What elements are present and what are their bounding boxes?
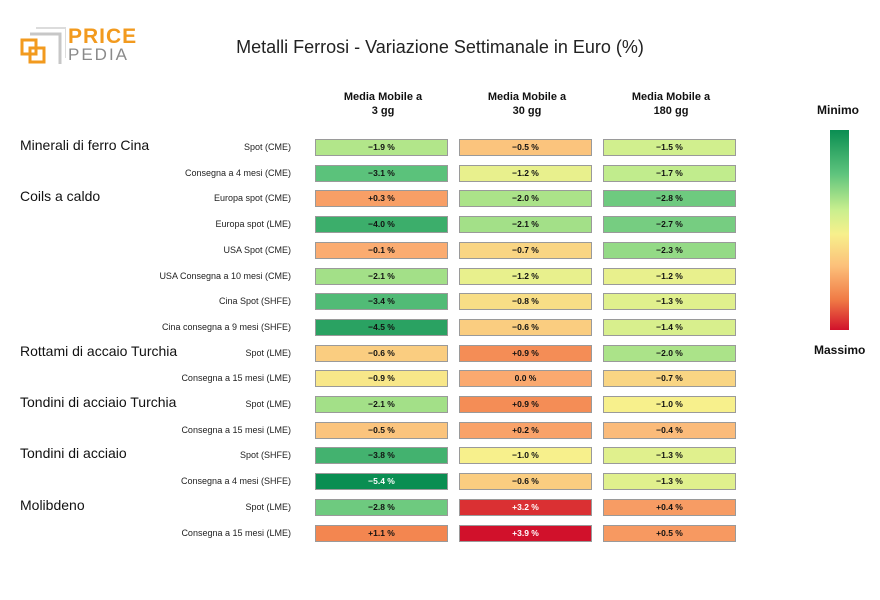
value-cell: −2.7 % [603,216,736,234]
row-label: Cina Spot (SHFE) [218,296,291,307]
value-cell: −2.3 % [603,241,736,259]
value-cell: −3.8 % [315,447,448,465]
value-cell: −0.6 % [459,473,592,491]
row-label: Europa spot (LME) [215,219,291,230]
column-header-line1: Media Mobile a [343,91,423,103]
value-cell: −1.2 % [459,267,592,285]
value-cell: −0.9 % [315,370,448,388]
value-cell: −0.1 % [315,241,448,259]
row-label: Cina consegna a 9 mesi (SHFE) [161,321,291,332]
value-cell: −4.5 % [315,318,448,336]
value-cell: +0.5 % [603,524,736,542]
value-cell: −5.4 % [315,473,448,491]
value-cell: −3.1 % [315,164,448,182]
column-header: Media Mobile a 30 gg [459,90,595,118]
logo-text-price: PRICE [68,25,138,48]
value-cell: +3.9 % [459,524,592,542]
row-label: Consegna a 15 mesi (LME) [181,373,291,384]
value-cell: −0.7 % [603,370,736,388]
column-header-line1: Media Mobile a [487,91,567,103]
group-label: Rottami di accaio Turchia [20,342,178,359]
value-cell: +0.2 % [459,421,592,439]
value-cell: −1.2 % [459,164,592,182]
value-cell: −0.6 % [459,318,592,336]
legend-min-label: Minimo [817,103,859,117]
row-label: Spot (CME) [243,142,291,152]
logo-text-pedia: PEDIA [68,45,130,64]
value-cell: −1.5 % [603,139,736,156]
logo-mark-icon [20,27,66,64]
legend-max-label: Massimo [814,343,866,357]
group-label: Coils a caldo [20,188,101,205]
value-cell: −1.4 % [603,318,736,336]
value-cell: +0.3 % [315,190,448,208]
pricepedia-logo: PRICE PEDIA [20,25,136,76]
value-cell: −1.7 % [603,164,736,182]
value-cell: −1.9 % [315,139,448,156]
value-cell: 0.0 % [459,370,592,388]
row-label: USA Spot (CME) [223,244,291,255]
row-label: Spot (LME) [245,347,291,358]
value-cell: −2.1 % [315,396,448,413]
column-header: Media Mobile a 3 gg [315,90,451,118]
value-cell: −2.0 % [603,344,736,362]
group-label: Tondini di acciaio [20,445,127,462]
value-cell: −1.3 % [603,473,736,491]
value-cell: −0.5 % [459,139,592,156]
value-cell: −3.4 % [315,293,448,311]
value-cell: −1.3 % [603,447,736,465]
value-cell: −0.5 % [315,421,448,439]
column-header-line2: 30 gg [512,105,542,117]
value-cell: −1.3 % [603,293,736,311]
value-cell: +1.1 % [315,524,448,542]
row-label: USA Consegna a 10 mesi (CME) [159,270,291,281]
value-cell: −0.6 % [315,344,448,362]
row-label: Consegna a 4 mesi (CME) [184,167,291,178]
row-label: Consegna a 15 mesi (LME) [181,424,291,435]
row-label: Spot (LME) [245,399,291,409]
value-cell: +3.2 % [459,498,592,516]
value-cell: −0.7 % [459,241,592,259]
row-label: Consegna a 4 mesi (SHFE) [180,476,291,487]
value-cell: −4.0 % [315,216,448,234]
value-cell: +0.9 % [459,344,592,362]
value-cell: −1.0 % [603,396,736,413]
column-header-line2: 180 gg [653,105,689,117]
group-label: Minerali di ferro Cina [20,137,150,153]
value-cell: −2.8 % [603,190,736,208]
value-cell: +0.9 % [459,396,592,413]
value-cell: −2.8 % [315,498,448,516]
row-label: Spot (LME) [245,501,291,512]
column-header-line2: 3 gg [371,105,395,117]
value-cell: −2.1 % [315,267,448,285]
value-cell: −0.8 % [459,293,592,311]
value-cell: −0.4 % [603,421,736,439]
value-cell: −2.0 % [459,190,592,208]
group-label: Tondini di acciaio Turchia [20,394,177,410]
column-header: Media Mobile a 180 gg [603,90,739,118]
row-label: Consegna a 15 mesi (LME) [181,527,291,538]
legend-color-scale [830,130,849,330]
chart-title: Metalli Ferrosi - Variazione Settimanale… [236,37,644,57]
value-cell: +0.4 % [603,498,736,516]
value-cell: −1.0 % [459,447,592,465]
group-label: Molibdeno [20,496,85,513]
row-label: Spot (SHFE) [239,450,291,461]
column-header-line1: Media Mobile a [631,91,711,103]
value-cell: −1.2 % [603,267,736,285]
row-label: Europa spot (CME) [213,193,291,204]
value-cell: −2.1 % [459,216,592,234]
